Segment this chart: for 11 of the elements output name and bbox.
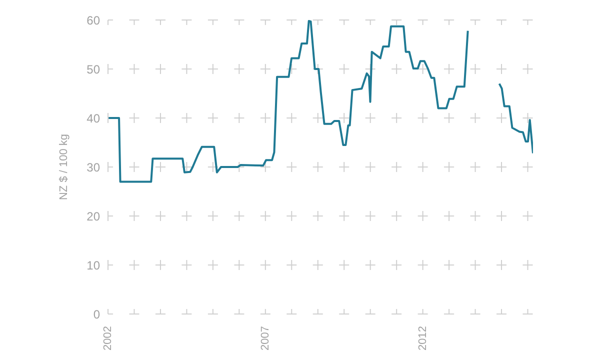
x-tick-label: 2012	[416, 326, 429, 350]
y-tick-label: 50	[86, 62, 100, 76]
x-tick-label: 2002	[102, 326, 114, 350]
y-tick-label: 60	[86, 13, 100, 28]
y-tick-label: 10	[86, 258, 100, 272]
y-tick-label: 40	[86, 111, 100, 126]
y-tick-label: 30	[86, 160, 100, 174]
y-tick-label: 20	[86, 209, 100, 224]
y-axis-title: NZ $ / 100 kg	[58, 134, 70, 200]
x-tick-label: 2007	[259, 326, 272, 350]
y-tick-label: 0	[93, 307, 100, 322]
